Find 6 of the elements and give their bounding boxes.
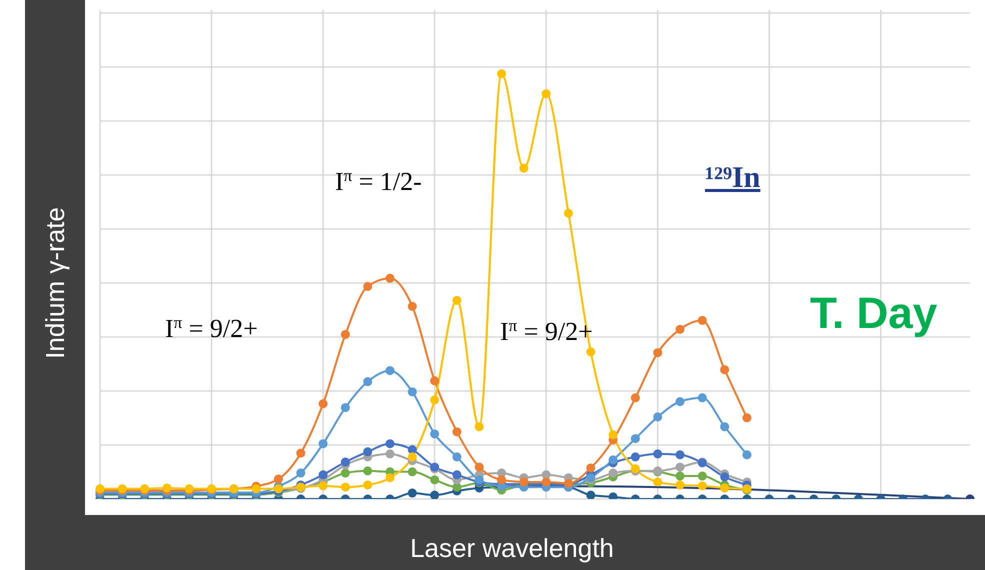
x-axis-title: Laser wavelength <box>410 533 614 563</box>
annotation: ¹²⁹In <box>705 161 761 194</box>
annotation: I$^{π}$ = 1/2- <box>335 166 422 196</box>
annotation: T. Day <box>810 289 938 338</box>
annotation: I$^{π}$ = 9/2+ <box>165 312 258 343</box>
y-axis-title: Indium γ-rate <box>40 207 70 359</box>
